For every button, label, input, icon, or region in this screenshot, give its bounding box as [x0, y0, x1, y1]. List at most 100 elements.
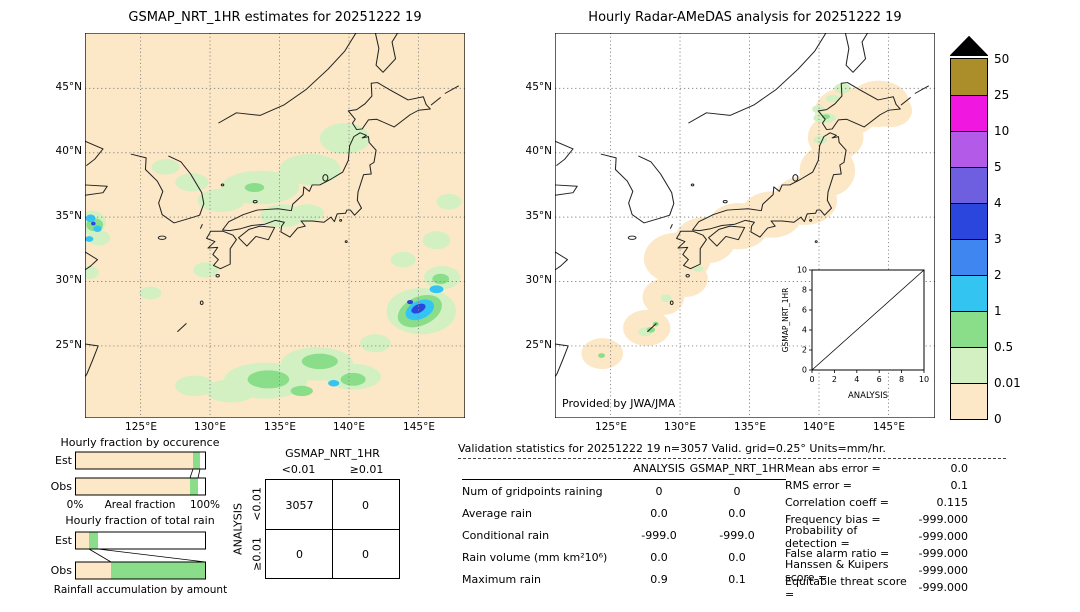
inset-scatter-plot: 0 2 4 6 8 10 0 2 4 6 8 10 ANALYSIS GSMAP_NRT_1HR: [781, 266, 929, 402]
left-lat-tick: 30°N: [55, 274, 82, 286]
colorbar-tick: 0.5: [994, 340, 1014, 354]
contingency-table: 3057 0 0 0: [265, 479, 400, 579]
left-lon-tick: 125°E: [125, 421, 157, 433]
contingency-header: GSMAP_NRT_1HR: [285, 447, 380, 460]
contingency-cell: 0: [362, 547, 369, 561]
colorbar-tick: 3: [994, 232, 1002, 246]
precip-blue-layer: [91, 221, 426, 314]
stats-corner-cell: [462, 462, 630, 480]
stats-value-analysis: 0.0: [650, 506, 668, 520]
totalrain-bars: [75, 531, 206, 580]
right-lon-tick: 135°E: [734, 421, 766, 433]
right-map-title: Hourly Radar-AMeDAS analysis for 2025122…: [588, 10, 902, 25]
left-lat-tick: 35°N: [55, 210, 82, 222]
svg-text:8: 8: [899, 375, 904, 384]
contingency-col-label: <0.01: [281, 463, 316, 476]
colorbar-segment: [951, 131, 987, 167]
stats-row-label: Conditional rain: [462, 528, 550, 542]
right-lon-tick: 140°E: [803, 421, 835, 433]
score-label: RMS error =: [785, 479, 852, 492]
left-lon-tick: 140°E: [333, 421, 365, 433]
totalrain-obs-label: Obs: [50, 564, 72, 577]
stats-value-gsmap: 0.0: [728, 506, 746, 520]
totalrain-est-label: Est: [55, 534, 72, 547]
score-value: -999.000: [918, 581, 968, 594]
score-label: False alarm ratio =: [785, 547, 890, 560]
right-lon-tick: 125°E: [595, 421, 627, 433]
colorbar-segment: [951, 275, 987, 311]
occurrence-obs-label: Obs: [50, 480, 72, 493]
left-lon-tick: 130°E: [194, 421, 226, 433]
score-label: Frequency bias =: [785, 513, 881, 526]
score-value: 0.115: [936, 496, 969, 509]
right-lat-tick: 40°N: [525, 145, 552, 157]
occurrence-bars: [75, 451, 206, 496]
score-label: Hanssen & Kuipers score =: [785, 557, 889, 584]
score-value: 0.0: [950, 462, 969, 475]
svg-text:6: 6: [877, 375, 882, 384]
stats-row-label: Maximum rain: [462, 572, 541, 586]
inset-ylabel: GSMAP_NRT_1HR: [781, 288, 790, 353]
stats-col-header-gsmap: GSMAP_NRT_1HR: [688, 462, 786, 480]
colorbar-tick: 0: [994, 412, 1002, 426]
stats-value-analysis: 0.0: [650, 550, 668, 564]
contingency-row-label: <0.01: [250, 487, 264, 521]
inset-tick-marks: [809, 269, 925, 373]
contingency-cell: 0: [296, 547, 303, 561]
colorbar-segment: [951, 383, 987, 419]
contingency-row-axis-label: ANALYSIS: [231, 503, 245, 555]
colorbar: 50 25 10 5 4 3 2 1 0.5 0.01 0: [950, 36, 1045, 436]
score-value: -999.000: [918, 530, 968, 543]
score-label: Equitable threat score =: [785, 574, 907, 601]
stats-value-analysis: -999.0: [641, 528, 677, 542]
credit-text: Provided by JWA/JMA: [562, 397, 676, 410]
contingency-row-label: ≥0.01: [250, 537, 264, 571]
contingency-col-label: ≥0.01: [349, 463, 384, 476]
right-lon-tick: 145°E: [873, 421, 905, 433]
stats-table: ANALYSIS GSMAP_NRT_1HR Num of gridpoints…: [462, 462, 786, 590]
colorbar-overflow-triangle: [950, 36, 988, 56]
fraction-bars-canvas: [75, 451, 206, 580]
totalrain-chart-footer: Rainfall accumulation by amount: [53, 584, 228, 596]
left-map-title: GSMAP_NRT_1HR estimates for 20251222 19: [128, 10, 422, 25]
score-value: -999.000: [918, 564, 968, 577]
stats-scores: Mean abs error = 0.0 RMS error = 0.1 Corre…: [785, 460, 969, 601]
svg-text:4: 4: [802, 326, 807, 335]
inset-y-tick-labels: 0 2 4 6 8 10: [797, 266, 807, 375]
score-label: Mean abs error =: [785, 462, 881, 475]
totalrain-chart-title: Hourly fraction of total rain: [65, 514, 215, 527]
occurrence-est-label: Est: [55, 454, 72, 467]
colorbar-tick: 0.01: [994, 376, 1021, 390]
stats-col-header-analysis: ANALYSIS: [630, 462, 688, 480]
areal-axis-max: 100%: [189, 499, 221, 511]
score-value: -999.000: [918, 513, 968, 526]
stats-row-label: Average rain: [462, 506, 532, 520]
colorbar-tick: 2: [994, 268, 1002, 282]
colorbar-segment: [951, 311, 987, 347]
colorbar-tick: 25: [994, 88, 1010, 102]
right-map-canvas: [555, 33, 935, 418]
right-lon-tick: 130°E: [664, 421, 696, 433]
score-value: -999.000: [918, 547, 968, 560]
right-lat-tick: 35°N: [525, 210, 552, 222]
contingency-h-divider: [266, 529, 399, 530]
inset-identity-line: [811, 269, 925, 371]
svg-text:6: 6: [802, 306, 807, 315]
score-label: Correlation coeff =: [785, 496, 889, 509]
svg-text:4: 4: [854, 375, 859, 384]
contingency-cell: 0: [362, 498, 369, 512]
left-lon-tick: 135°E: [264, 421, 296, 433]
right-lat-tick: 30°N: [525, 274, 552, 286]
colorbar-segment: [951, 167, 987, 203]
areal-axis-title: Areal fraction: [104, 499, 176, 511]
colorbar-segment: [951, 203, 987, 239]
stats-title-rule: [458, 458, 1006, 459]
score-label: Probability of detection =: [785, 523, 858, 550]
colorbar-segment: [951, 239, 987, 275]
score-value: 0.1: [950, 479, 969, 492]
svg-text:10: 10: [919, 375, 929, 384]
occurrence-chart-title: Hourly fraction by occurence: [60, 436, 220, 449]
svg-text:0: 0: [809, 375, 814, 384]
stats-value-gsmap: 0.1: [728, 572, 746, 586]
areal-axis-min: 0%: [66, 499, 84, 511]
